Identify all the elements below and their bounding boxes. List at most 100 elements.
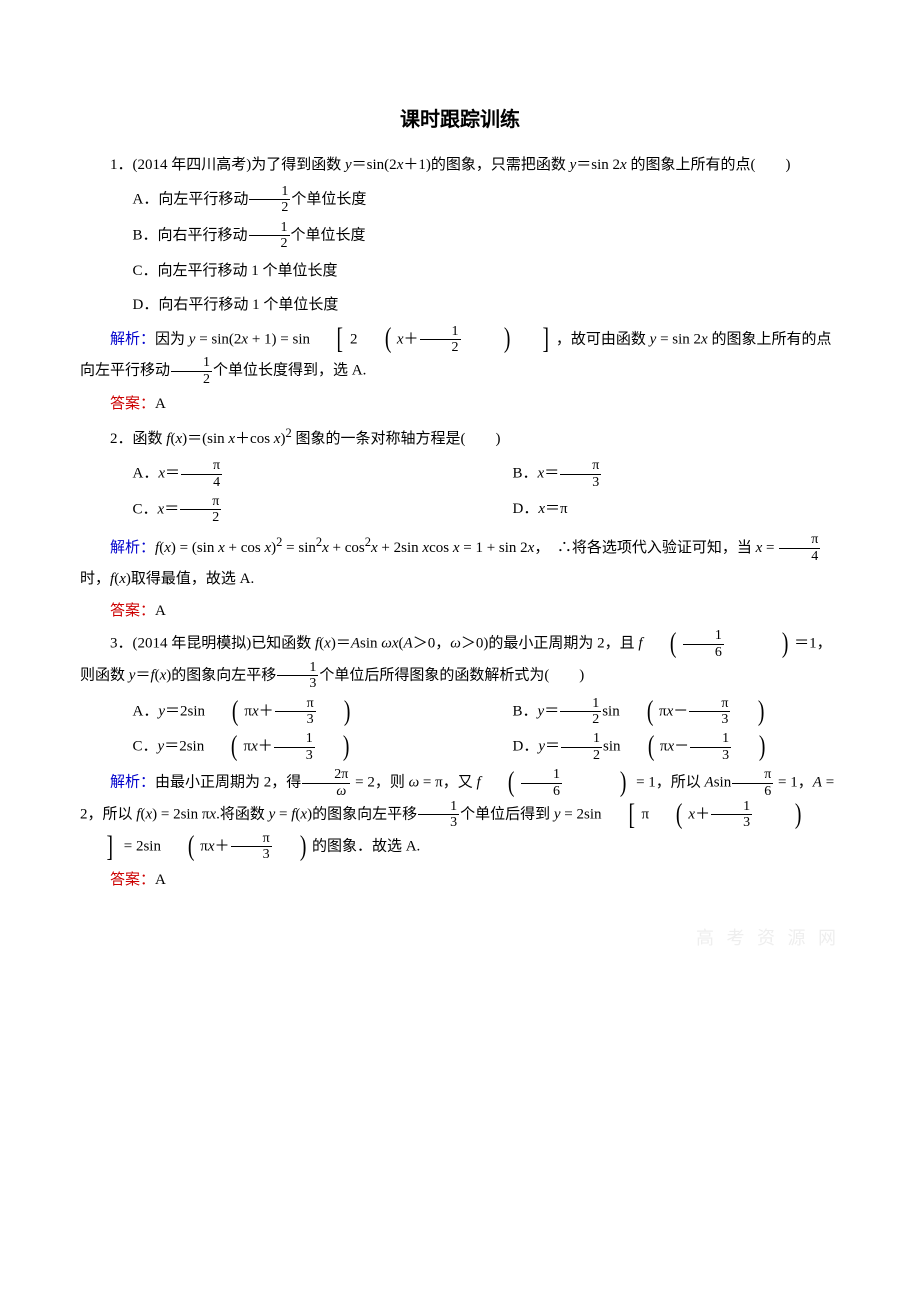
text: ＝2sin [164,739,204,755]
q2-row1: A．x＝π4 B．x＝π3 [80,458,840,490]
q2-optD: D．x＝π [483,494,841,526]
text: cos [429,540,453,556]
text: ＞0)的最小正周期为 2，且 [461,635,639,651]
text: 1．(2014 年四川高考)为了得到函数 [110,157,345,173]
text: A．向左平行移动 [133,191,249,207]
text: 的图象．故选 A. [312,838,420,854]
q1-optC: C．向左平行移动 1 个单位长度 [103,256,841,286]
q2-stem: 2．函数 f(x)＝(sin x＋cos x)2 图象的一条对称轴方程是( ) [80,421,840,454]
text: + cos [329,540,365,556]
text: = 1， [774,775,812,791]
q3-optD: D．y＝12sin(πx－13) [483,731,841,763]
text: + 2sin [378,540,423,556]
text: 的图象向左平移 [171,667,276,683]
text: ，故可由函数 [556,331,650,347]
answer-value: A [155,872,166,888]
text: C． [133,501,158,517]
explain-label: 解析： [110,331,155,347]
text: ＝(sin [187,431,228,447]
text: B． [513,465,538,481]
page-title: 课时跟踪训练 [80,100,840,140]
text: = 2sin [561,806,602,822]
text: 的图象向左平移 [312,806,417,822]
q2-answer: 答案：A [80,596,840,626]
text: 3．(2014 年昆明模拟)已知函数 [110,635,315,651]
text: 因为 [155,331,189,347]
text: = sin [282,540,315,556]
text: ＝sin(2 [352,157,397,173]
text: sin [602,703,620,719]
text: sin [714,775,732,791]
q3-row2: C．y＝2sin(πx＋13) D．y＝12sin(πx－13) [80,731,840,763]
text: A． [133,465,159,481]
text: ， ∴将各选项代入验证可知，当 [534,540,755,556]
answer-label: 答案： [110,396,155,412]
text: C． [133,739,158,755]
text: 个单位长度 [291,191,366,207]
text: 由最小正周期为 2，得 [155,775,301,791]
text: ＋1)的图象，只需把函数 [403,157,569,173]
watermark: 高 考 资 源 网 [696,920,840,956]
answer-label: 答案： [110,872,155,888]
text: 的图象上所有的点( ) [627,157,791,173]
text: ＞0， [413,635,451,651]
text: ＝2sin [165,703,205,719]
q1-optA: A．向左平行移动12个单位长度 [103,184,841,216]
text: 图象的一条对称轴方程是( ) [292,431,501,447]
q1-optB: B．向右平行移动12个单位长度 [103,220,841,252]
text: 个单位长度 [291,227,366,243]
text: ＝ [336,635,351,651]
text: + cos [225,540,265,556]
text: 时， [80,571,110,587]
text: 个单位后所得图象的函数解析式为( ) [319,667,584,683]
q3-optB: B．y＝12sin(πx－π3) [483,696,841,728]
text: = 1，所以 [632,775,704,791]
text: = 2sin [120,838,161,854]
text: ＝sin 2 [576,157,620,173]
text: A． [133,703,159,719]
text: B． [513,703,538,719]
q1-stem: 1．(2014 年四川高考)为了得到函数 y＝sin(2x＋1)的图象，只需把函… [80,150,840,180]
q2-optC: C．x＝π2 [103,494,461,526]
q3-row1: A．y＝2sin(πx＋π3) B．y＝12sin(πx－π3) [80,696,840,728]
q1-answer: 答案：A [80,389,840,419]
q3-stem: 3．(2014 年昆明模拟)已知函数 f(x)＝Asin ωx(A＞0，ω＞0)… [80,628,840,692]
text: = π，又 [419,775,476,791]
q3-optA: A．y＝2sin(πx＋π3) [103,696,461,728]
text: = 2，则 [351,775,408,791]
text: sin [360,635,381,651]
q1-explanation: 解析：因为 y = sin(2x + 1) = sin[2(x＋12 )]，故可… [80,324,840,388]
text: = 2sin π [157,806,209,822]
q2-optB: B．x＝π3 [483,458,841,490]
text: = sin(2 [195,331,241,347]
explain-label: 解析： [110,540,155,556]
answer-value: A [155,603,166,619]
text: sin [603,739,621,755]
q3-optC: C．y＝2sin(πx＋13) [103,731,461,763]
answer-label: 答案： [110,603,155,619]
text: 取得最值，故选 A. [131,571,254,587]
q2-optA: A．x＝π4 [103,458,461,490]
text: = [275,806,291,822]
text: 个单位后得到 [460,806,554,822]
text: = sin 2 [656,331,701,347]
text: 个单位长度得到，选 A. [213,363,366,379]
text: + 1) = sin [248,331,310,347]
q1-optD: D．向右平行移动 1 个单位长度 [103,290,841,320]
answer-value: A [155,396,166,412]
text: D． [513,739,539,755]
q3-answer: 答案：A [80,865,840,895]
text: 2．函数 [110,431,166,447]
text: .将函数 [216,806,269,822]
text: = 1 + sin 2 [459,540,527,556]
text: B．向右平行移动 [133,227,248,243]
q3-explanation: 解析：由最小正周期为 2，得2πω = 2，则 ω = π，又 f(16 ) =… [80,767,840,862]
text: ＝ [135,667,150,683]
q2-row2: C．x＝π2 D．x＝π [80,494,840,526]
explain-label: 解析： [110,775,155,791]
q2-explanation: 解析：f(x) = (sin x + cos x)2 = sin2x + cos… [80,530,840,594]
text: ＝π [545,501,568,517]
text: ＋cos [235,431,274,447]
text: D． [513,501,539,517]
text: = (sin [176,540,218,556]
